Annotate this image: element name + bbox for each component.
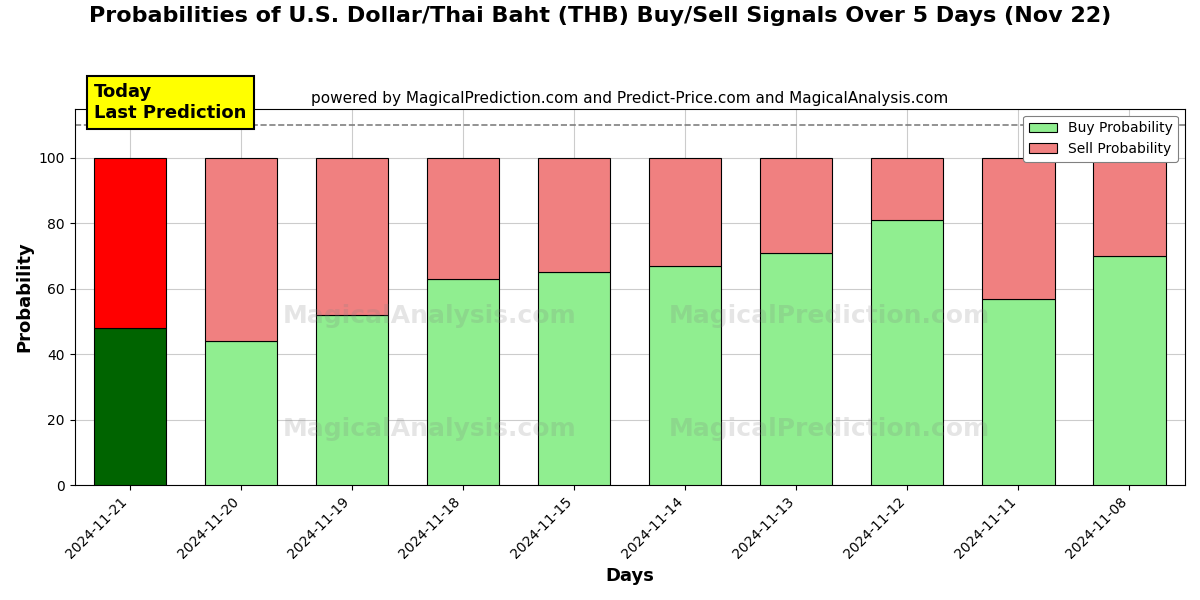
Bar — [761, 253, 833, 485]
Y-axis label: Probability: Probability — [16, 242, 34, 352]
Bar — [539, 158, 611, 272]
Bar — [205, 158, 277, 341]
Bar — [427, 279, 499, 485]
Bar — [649, 158, 721, 266]
Text: MagicalPrediction.com: MagicalPrediction.com — [670, 304, 990, 328]
X-axis label: Days: Days — [605, 567, 654, 585]
Bar — [1093, 158, 1165, 256]
Title: powered by MagicalPrediction.com and Predict-Price.com and MagicalAnalysis.com: powered by MagicalPrediction.com and Pre… — [311, 91, 948, 106]
Text: Probabilities of U.S. Dollar/Thai Baht (THB) Buy/Sell Signals Over 5 Days (Nov 2: Probabilities of U.S. Dollar/Thai Baht (… — [89, 6, 1111, 26]
Bar — [94, 158, 167, 328]
Text: MagicalAnalysis.com: MagicalAnalysis.com — [283, 304, 577, 328]
Bar — [205, 341, 277, 485]
Bar — [539, 272, 611, 485]
Bar — [427, 158, 499, 279]
Bar — [316, 158, 389, 315]
Bar — [871, 158, 943, 220]
Text: MagicalPrediction.com: MagicalPrediction.com — [670, 416, 990, 440]
Bar — [983, 158, 1055, 299]
Bar — [871, 220, 943, 485]
Bar — [316, 315, 389, 485]
Bar — [649, 266, 721, 485]
Bar — [94, 328, 167, 485]
Bar — [983, 299, 1055, 485]
Bar — [761, 158, 833, 253]
Bar — [1093, 256, 1165, 485]
Text: MagicalAnalysis.com: MagicalAnalysis.com — [283, 416, 577, 440]
Text: Today
Last Prediction: Today Last Prediction — [94, 83, 246, 122]
Legend: Buy Probability, Sell Probability: Buy Probability, Sell Probability — [1024, 116, 1178, 162]
